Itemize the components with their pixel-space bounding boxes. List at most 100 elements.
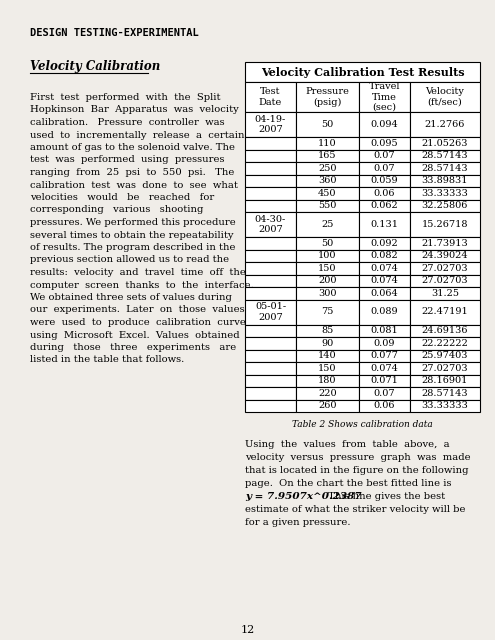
Text: 450: 450 <box>318 189 337 198</box>
Text: 150: 150 <box>318 364 337 372</box>
Bar <box>245 337 296 349</box>
Text: 200: 200 <box>318 276 337 285</box>
Bar <box>410 362 480 374</box>
Text: computer  screen  thanks  to  the  interface.: computer screen thanks to the interface. <box>30 280 254 289</box>
Text: Table 2 Shows calibration data: Table 2 Shows calibration data <box>292 420 433 429</box>
Bar <box>410 162 480 175</box>
Text: 12: 12 <box>241 625 254 635</box>
Bar <box>359 287 410 300</box>
Bar <box>296 250 359 262</box>
Text: 0.06: 0.06 <box>374 189 395 198</box>
Text: 85: 85 <box>321 326 334 335</box>
Bar <box>410 112 480 137</box>
Bar <box>245 137 296 150</box>
Text: ranging  from  25  psi  to  550  psi.   The: ranging from 25 psi to 550 psi. The <box>30 168 234 177</box>
Text: 27.02703: 27.02703 <box>422 364 468 372</box>
Bar <box>296 324 359 337</box>
Text: 0.074: 0.074 <box>370 264 398 273</box>
Bar <box>359 387 410 399</box>
Bar <box>296 349 359 362</box>
Bar <box>410 349 480 362</box>
Text: 50: 50 <box>321 239 334 248</box>
Text: 75: 75 <box>321 307 334 317</box>
Bar <box>359 187 410 200</box>
Text: 24.39024: 24.39024 <box>422 252 468 260</box>
Text: 0.095: 0.095 <box>370 139 398 148</box>
Text: 0.089: 0.089 <box>370 307 398 317</box>
Bar <box>245 187 296 200</box>
Bar <box>410 200 480 212</box>
Text: 33.89831: 33.89831 <box>422 176 468 185</box>
Bar <box>296 287 359 300</box>
Bar <box>359 82 410 112</box>
Bar <box>359 137 410 150</box>
Bar <box>296 275 359 287</box>
Text: DESIGN TESTING-EXPERIMENTAL: DESIGN TESTING-EXPERIMENTAL <box>30 28 199 38</box>
Text: 220: 220 <box>318 388 337 397</box>
Bar <box>410 137 480 150</box>
Text: Velocity
(ft/sec): Velocity (ft/sec) <box>425 87 464 107</box>
Bar <box>296 262 359 275</box>
Text: 360: 360 <box>318 176 337 185</box>
Text: 180: 180 <box>318 376 337 385</box>
Text: 27.02703: 27.02703 <box>422 276 468 285</box>
Text: amount of gas to the solenoid valve. The: amount of gas to the solenoid valve. The <box>30 143 235 152</box>
Text: velocity  versus  pressure  graph  was  made: velocity versus pressure graph was made <box>245 453 471 462</box>
Bar <box>410 175 480 187</box>
Text: Velocity Calibration Test Results: Velocity Calibration Test Results <box>261 67 464 77</box>
Text: Using  the  values  from  table  above,  a: Using the values from table above, a <box>245 440 449 449</box>
Text: 0.07: 0.07 <box>374 151 395 160</box>
Text: calibration  test  was  done  to  see  what: calibration test was done to see what <box>30 180 238 189</box>
Text: 28.16901: 28.16901 <box>422 376 468 385</box>
Bar <box>245 387 296 399</box>
Text: 33.33333: 33.33333 <box>421 401 468 410</box>
Text: 0.094: 0.094 <box>370 120 398 129</box>
Bar <box>359 337 410 349</box>
Bar <box>245 275 296 287</box>
Bar <box>410 187 480 200</box>
Text: 21.73913: 21.73913 <box>422 239 468 248</box>
Text: previous section allowed us to read the: previous section allowed us to read the <box>30 255 229 264</box>
Text: pressures. We performed this procedure: pressures. We performed this procedure <box>30 218 236 227</box>
Text: 0.077: 0.077 <box>370 351 398 360</box>
Bar <box>245 82 296 112</box>
Text: 25: 25 <box>321 220 334 229</box>
Text: results:  velocity  and  travel  time  off  the: results: velocity and travel time off th… <box>30 268 246 277</box>
Bar <box>410 250 480 262</box>
Bar <box>359 162 410 175</box>
Bar <box>359 324 410 337</box>
Bar <box>296 300 359 324</box>
Text: 0.074: 0.074 <box>370 276 398 285</box>
Bar <box>245 362 296 374</box>
Bar <box>410 262 480 275</box>
Text: 100: 100 <box>318 252 337 260</box>
Bar <box>410 150 480 162</box>
Text: 28.57143: 28.57143 <box>422 164 468 173</box>
Text: 250: 250 <box>318 164 337 173</box>
Bar <box>245 162 296 175</box>
Text: 21.05263: 21.05263 <box>422 139 468 148</box>
Text: that is located in the figure on the following: that is located in the figure on the fol… <box>245 466 468 475</box>
Bar <box>410 212 480 237</box>
Bar <box>296 112 359 137</box>
Text: 0.082: 0.082 <box>370 252 398 260</box>
Text: test  was  performed  using  pressures: test was performed using pressures <box>30 156 225 164</box>
Text: 165: 165 <box>318 151 337 160</box>
Bar <box>296 82 359 112</box>
Bar <box>245 175 296 187</box>
Bar <box>410 399 480 412</box>
Bar <box>245 200 296 212</box>
Bar <box>296 212 359 237</box>
Text: 0.062: 0.062 <box>370 201 398 211</box>
Text: Test
Date: Test Date <box>259 87 282 107</box>
Text: several times to obtain the repeatability: several times to obtain the repeatabilit… <box>30 230 234 239</box>
Text: First  test  performed  with  the  Split: First test performed with the Split <box>30 93 220 102</box>
Bar <box>296 162 359 175</box>
Text: 05-01-
2007: 05-01- 2007 <box>255 302 286 322</box>
Text: for a given pressure.: for a given pressure. <box>245 518 350 527</box>
Text: Hopkinson  Bar  Apparatus  was  velocity: Hopkinson Bar Apparatus was velocity <box>30 106 239 115</box>
Text: We obtained three sets of values during: We obtained three sets of values during <box>30 293 232 302</box>
Text: 90: 90 <box>321 339 334 348</box>
Text: 550: 550 <box>318 201 337 211</box>
Text: 27.02703: 27.02703 <box>422 264 468 273</box>
